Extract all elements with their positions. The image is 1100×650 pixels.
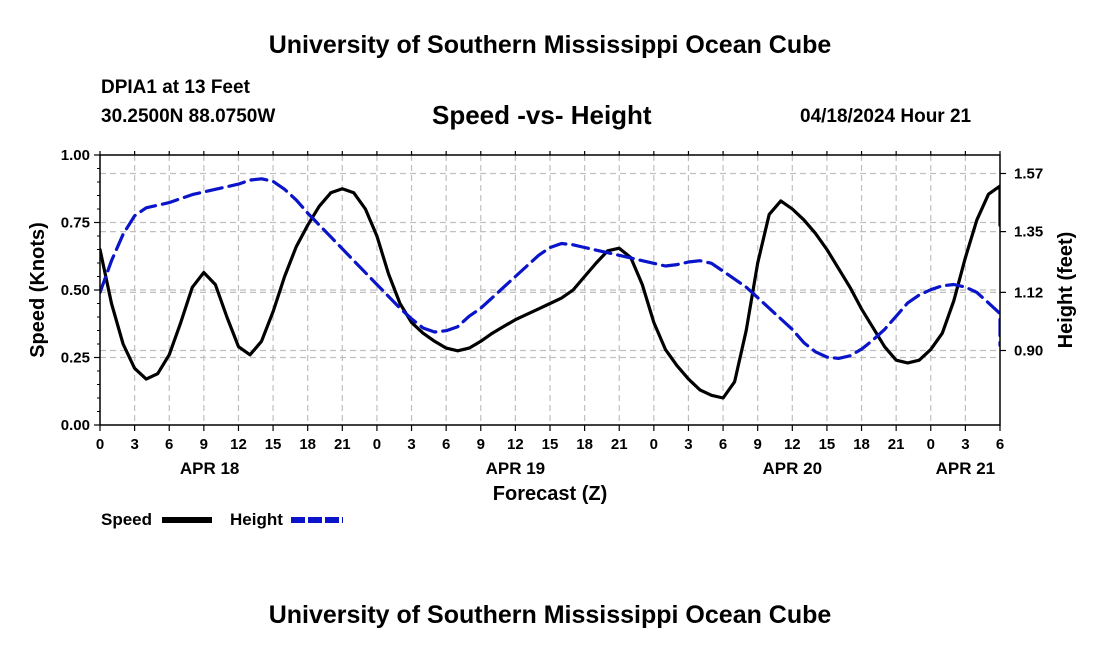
x-tick-label: 15 xyxy=(542,436,559,453)
x-tick-label: 12 xyxy=(784,436,801,453)
height-series-line xyxy=(100,177,1000,360)
chart-grid xyxy=(100,155,1000,425)
x-tick-label: 6 xyxy=(996,436,1004,453)
x-date-label: APR 19 xyxy=(486,459,546,478)
x-date-label: APR 18 xyxy=(180,459,240,478)
x-tick-label: 12 xyxy=(507,436,524,453)
y-tick-label-right: 1.35 xyxy=(1014,224,1043,241)
x-tick-label: 18 xyxy=(299,436,316,453)
legend-speed-label: Speed xyxy=(101,510,152,529)
x-tick-label: 21 xyxy=(334,436,351,453)
y-tick-label-left: 0.75 xyxy=(61,215,90,232)
x-tick-label: 6 xyxy=(165,436,173,453)
y-tick-label-right: 0.90 xyxy=(1014,342,1043,359)
x-tick-label: 6 xyxy=(719,436,727,453)
x-tick-label: 12 xyxy=(230,436,247,453)
legend-height-label: Height xyxy=(230,510,283,529)
x-tick-label: 9 xyxy=(477,436,485,453)
x-tick-label: 3 xyxy=(684,436,692,453)
x-tick-label: 3 xyxy=(961,436,969,453)
forecast-datetime: 04/18/2024 Hour 21 xyxy=(800,106,972,127)
x-tick-label: 15 xyxy=(819,436,836,453)
x-tick-label: 6 xyxy=(442,436,450,453)
x-tick-label: 18 xyxy=(576,436,593,453)
x-tick-label: 15 xyxy=(265,436,282,453)
x-tick-label: 0 xyxy=(373,436,381,453)
station-label: DPIA1 at 13 Feet xyxy=(101,77,250,98)
footer-title: University of Southern Mississippi Ocean… xyxy=(268,601,832,629)
legend: Speed Height xyxy=(101,510,343,529)
x-tick-label: 9 xyxy=(200,436,208,453)
x-axis-label: Forecast (Z) xyxy=(493,483,607,505)
y-tick-label-right: 1.12 xyxy=(1014,284,1043,301)
y-axis-label-left: Speed (Knots) xyxy=(27,222,49,358)
x-tick-label: 21 xyxy=(611,436,628,453)
y-tick-label-left: 0.00 xyxy=(61,417,90,434)
x-date-label: APR 20 xyxy=(763,459,823,478)
y-tick-label-right: 1.57 xyxy=(1014,165,1043,182)
x-tick-label: 18 xyxy=(853,436,870,453)
page-title: University of Southern Mississippi Ocean… xyxy=(268,31,832,59)
chart-ticks: 0 3 6 9 12 15 18 21 0 3 6 9 12 15 18 21 0 3 6 9 12 15 18 21 0 3 6A… xyxy=(61,147,1043,478)
x-tick-label: 9 xyxy=(754,436,762,453)
x-tick-label: 3 xyxy=(407,436,415,453)
speed-series-line xyxy=(100,184,1000,400)
x-tick-label: 0 xyxy=(927,436,935,453)
chart-title: Speed -vs- Height xyxy=(432,100,652,130)
x-tick-label: 0 xyxy=(96,436,104,453)
y-tick-label-left: 0.50 xyxy=(61,282,90,299)
chart-series xyxy=(100,177,1000,400)
y-tick-label-left: 1.00 xyxy=(61,147,90,164)
x-date-label: APR 21 xyxy=(936,459,996,478)
x-tick-label: 3 xyxy=(130,436,138,453)
y-tick-label-left: 0.25 xyxy=(61,350,90,367)
x-tick-label: 0 xyxy=(650,436,658,453)
station-coords: 30.2500N 88.0750W xyxy=(101,106,276,127)
x-tick-label: 21 xyxy=(888,436,905,453)
y-axis-label-right: Height (feet) xyxy=(1055,232,1077,349)
